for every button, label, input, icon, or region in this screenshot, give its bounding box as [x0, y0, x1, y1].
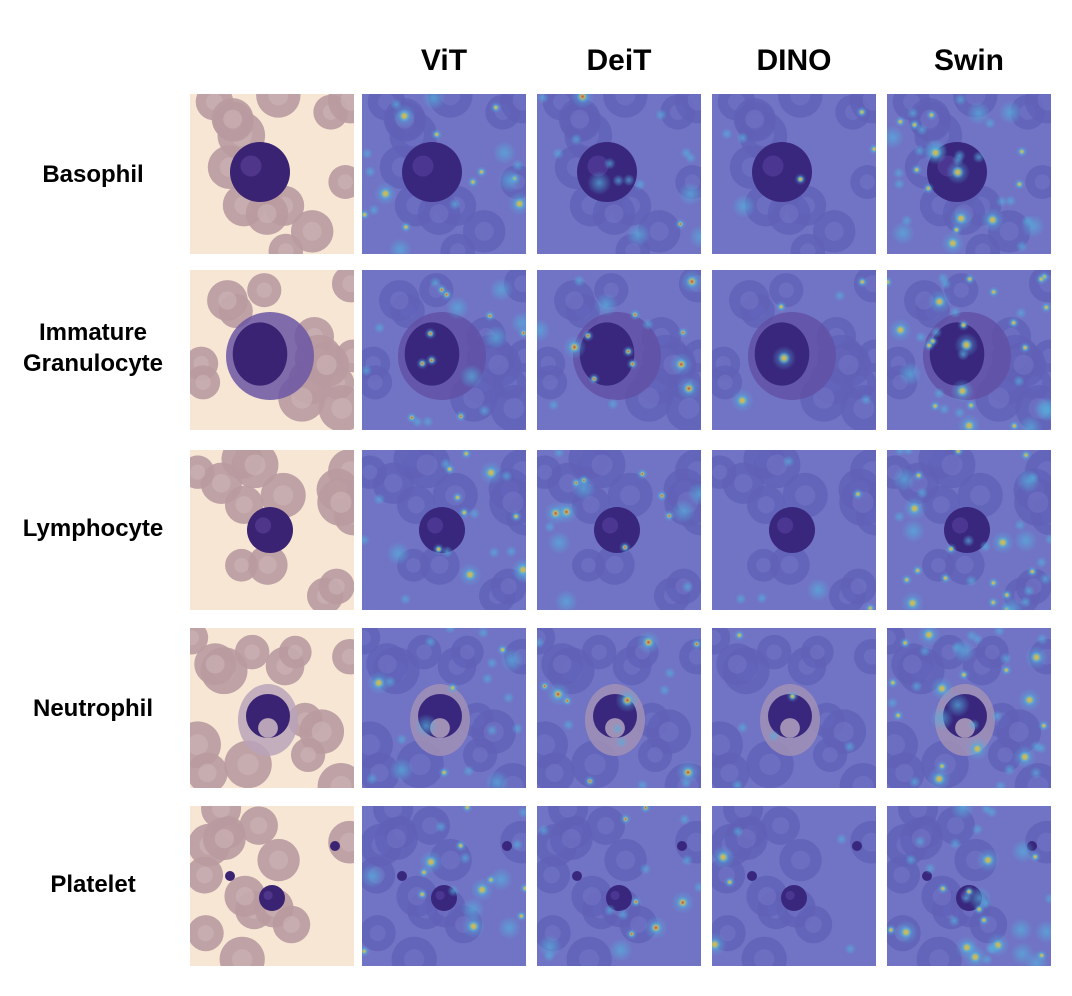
attention-heatmap-swin	[887, 628, 1051, 788]
attention-heatmap-dino	[712, 806, 876, 966]
original-cell-image	[190, 94, 354, 254]
cell-nucleus	[572, 841, 687, 911]
row-label-immature-granulocyte: Immature Granulocyte	[22, 319, 164, 377]
column-header-vit: ViT	[420, 44, 468, 77]
column-header-swin: Swin	[933, 44, 1004, 77]
original-cell-image	[190, 628, 354, 788]
attention-heatmap-swin	[887, 94, 1051, 254]
row-label-basophil: Basophil	[42, 160, 144, 188]
cell-nucleus	[747, 841, 862, 911]
attention-heatmap-dino	[712, 450, 876, 610]
column-header-dino: DINO	[756, 44, 832, 77]
column-header-deit: DeiT	[586, 44, 652, 77]
attention-heatmap-swin	[887, 806, 1051, 966]
row-label-neutrophil: Neutrophil	[33, 694, 153, 722]
cell-nucleus	[402, 142, 462, 202]
cell-nucleus	[226, 312, 314, 400]
attention-heatmap-swin	[887, 450, 1051, 610]
attention-heatmap-dino	[712, 270, 876, 430]
attention-heatmap-deit	[537, 94, 701, 254]
attention-heatmap-dino	[712, 628, 876, 788]
attention-heatmap-deit	[537, 450, 701, 610]
attention-heatmap-deit	[537, 628, 701, 788]
row-label-platelet: Platelet	[50, 870, 136, 898]
cell-nucleus	[752, 142, 812, 202]
attention-heatmap-vit	[362, 270, 526, 430]
original-cell-image	[190, 270, 354, 430]
cell-nucleus	[944, 507, 990, 553]
row-label-lymphocyte: Lymphocyte	[22, 514, 164, 542]
cell-nucleus	[230, 142, 290, 202]
cell-nucleus	[769, 507, 815, 553]
attention-heatmap-vit	[362, 94, 526, 254]
attention-heatmap-dino	[712, 94, 876, 254]
original-cell-image	[190, 806, 354, 966]
cell-nucleus	[238, 684, 298, 756]
attention-heatmap-vit	[362, 806, 526, 966]
original-cell-image	[190, 450, 354, 610]
cell-nucleus	[247, 507, 293, 553]
cell-nucleus	[225, 841, 340, 911]
attention-heatmap-deit	[537, 270, 701, 430]
attention-heatmap-deit	[537, 806, 701, 966]
attention-heatmap-vit	[362, 628, 526, 788]
attention-heatmap-vit	[362, 450, 526, 610]
attention-heatmap-swin	[887, 270, 1051, 430]
cell-nucleus	[594, 507, 640, 553]
cell-nucleus	[419, 507, 465, 553]
